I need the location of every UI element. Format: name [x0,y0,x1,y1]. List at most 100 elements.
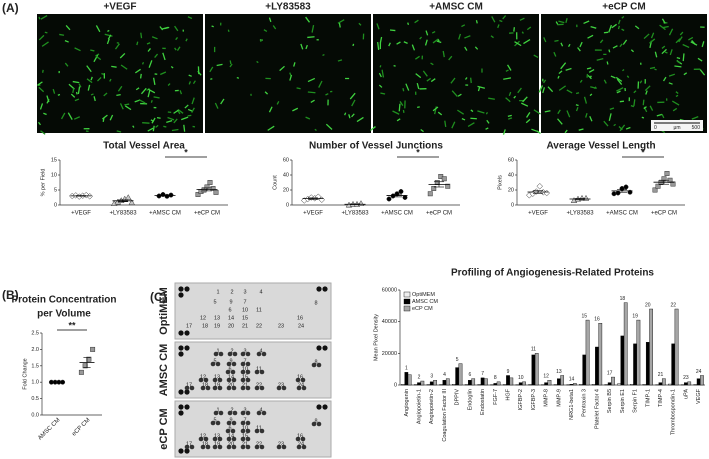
spot [226,377,232,383]
vessel [485,112,489,115]
vessel [153,96,160,99]
spot [205,385,211,391]
spot-number: 15 [242,315,248,321]
chart-title: Profiling of Angiogenesis-Related Protei… [451,268,654,279]
vessel [57,93,61,96]
bar [582,354,587,386]
spot [245,444,251,450]
vessel [316,39,319,41]
vessel [603,120,609,127]
legend-label: OptiMEM [412,292,435,298]
vessel [191,107,195,113]
vessel [37,121,42,126]
bar [585,319,590,386]
vessel [52,88,56,94]
vessel [642,99,645,106]
vessel [616,87,624,92]
chart-title: Number of Vessel Junctions [309,141,443,152]
y-tick-label: 0 [54,202,57,208]
vessel [612,45,618,49]
membrane-label: eCP CM [158,408,170,449]
vessel [516,32,518,40]
bar [620,335,625,386]
category-number: 12 [543,374,549,380]
vessel [619,100,625,103]
vessel [42,69,44,73]
vessel [576,24,578,28]
bar [579,384,583,386]
spot [296,385,302,391]
spot [210,361,216,367]
point [357,200,365,206]
vessel [613,123,616,127]
spot-number: 1 [216,289,219,295]
bar [455,367,460,386]
spot-number: 15 [242,433,248,439]
y-tick-label: 40000 [382,319,397,325]
reference-spot [178,448,184,454]
bar [429,381,434,386]
spot [259,444,265,450]
vessel [140,32,143,39]
x-tick-label: Angiopoietin-1 [417,389,423,424]
vessel [596,57,604,61]
bar [629,384,634,386]
vessel [147,89,151,98]
micrograph [205,14,371,133]
spot [259,369,265,375]
vessel [216,63,223,67]
spot-number: 24 [298,382,304,388]
vessel [621,28,625,32]
vessel [448,55,453,61]
bar [404,372,409,386]
vessel [307,77,316,83]
spot-number: 11 [256,366,262,372]
spot [300,377,306,383]
y-axis-label: Count [272,175,278,190]
vessel [64,62,69,67]
vessel [644,85,651,92]
vessel [102,114,108,120]
spot-number: 4 [259,289,262,295]
spot-number: 3 [243,348,246,354]
spot [240,420,246,426]
reference-spot [322,404,328,410]
x-tick-label: +AMSC CM [606,211,638,217]
vessel [594,49,602,51]
vessel [305,16,311,23]
spot-number: 16 [297,374,303,380]
spot [240,377,246,383]
x-tick-label: AMSC CM [37,417,61,441]
y-tick-label: 20000 [382,351,397,357]
vessel [378,84,383,88]
vessel [263,29,268,32]
point [652,187,658,193]
spot [231,361,237,367]
category-number: 15 [581,313,587,319]
vessel [669,49,673,56]
spot [245,361,251,367]
vessel [124,105,132,111]
vessel [337,19,345,24]
spot-number: 20 [228,382,234,388]
vessel [661,45,666,49]
vessel [589,75,592,79]
spot-number: 3 [243,407,246,413]
vessel [210,78,213,80]
spot [245,420,251,426]
spot [226,420,232,426]
vessel [378,72,382,78]
vessel [147,88,156,94]
vessel [674,65,682,68]
spot-number: 6 [228,425,231,431]
reference-spot [178,286,184,292]
spot [226,385,232,391]
vessel [451,121,456,129]
vessel [599,39,604,44]
reference-spot [184,286,190,292]
y-tick-label: 40 [283,172,289,178]
vessel [38,34,45,41]
y-tick-label: 0 [394,382,397,388]
vessel [124,103,130,106]
spot [240,369,246,375]
